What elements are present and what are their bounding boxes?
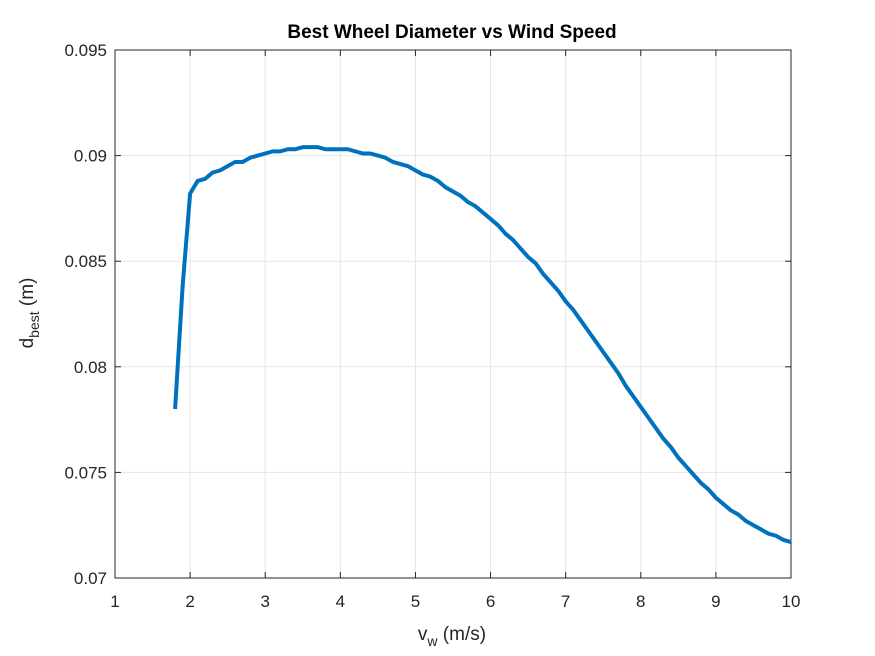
y-tick-label: 0.085 — [64, 252, 107, 271]
x-tick-label: 2 — [185, 592, 194, 611]
axes-box — [114, 49, 792, 579]
x-axis-label-unit: (m/s) — [438, 624, 487, 645]
x-axis-label: vw (m/s) — [418, 624, 486, 649]
y-tick-label: 0.075 — [64, 463, 107, 482]
y-tick-label: 0.08 — [74, 358, 107, 377]
axes — [114, 49, 792, 579]
y-tick-label: 0.095 — [64, 41, 107, 60]
ticks: 1 2 3 4 5 6 7 8 9 10 0.07 0.075 0.08 0.085 0.09 0.095 — [64, 41, 800, 611]
y-axis-label-base: d — [17, 338, 38, 349]
x-tick-label: 4 — [336, 592, 345, 611]
x-axis-label-sub: w — [426, 633, 438, 649]
x-tick-label: 10 — [782, 592, 801, 611]
y-axis-label-unit: (m) — [17, 278, 38, 312]
chart-title: Best Wheel Diameter vs Wind Speed — [287, 22, 616, 43]
x-axis-label-base: v — [418, 624, 428, 645]
y-axis-label-sub: best — [26, 311, 42, 338]
x-tick-label: 7 — [561, 592, 570, 611]
y-tick-label: 0.07 — [74, 569, 107, 588]
x-tick-label: 3 — [260, 592, 269, 611]
y-tick-label: 0.09 — [74, 147, 107, 166]
x-tick-label: 9 — [711, 592, 720, 611]
plot-area — [115, 50, 791, 578]
x-tick-label: 8 — [636, 592, 645, 611]
x-tick-label: 6 — [486, 592, 495, 611]
x-tick-label: 1 — [110, 592, 119, 611]
series-line — [173, 145, 792, 545]
series — [173, 145, 792, 545]
x-tick-label: 5 — [411, 592, 420, 611]
y-axis-label: dbest (m) — [17, 278, 42, 349]
